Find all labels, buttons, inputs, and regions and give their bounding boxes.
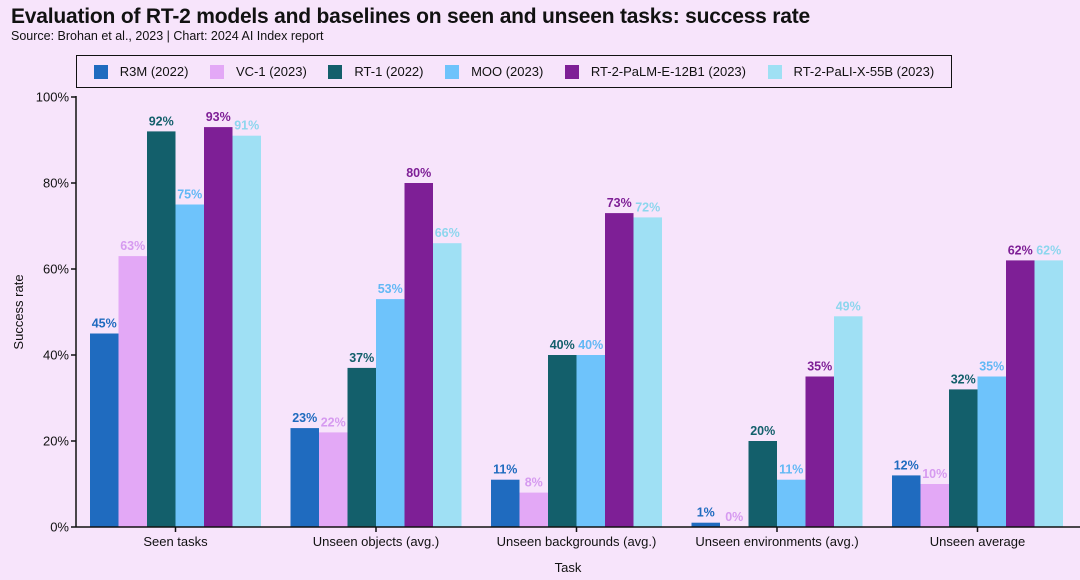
- data-label: 35%: [807, 360, 832, 374]
- bar: [90, 333, 119, 527]
- legend-item: MOO (2023): [445, 64, 543, 79]
- bar: [1006, 260, 1035, 527]
- bar: [834, 316, 863, 527]
- legend-item: RT-2-PaLM-E-12B1 (2023): [564, 64, 746, 79]
- legend-item: RT-2-PaLI-X-55B (2023): [767, 64, 935, 79]
- bar: [548, 355, 577, 527]
- x-tick-label: Seen tasks: [143, 534, 208, 549]
- bar: [491, 479, 520, 527]
- data-label: 66%: [435, 226, 460, 240]
- x-ticks: Seen tasks Unseen objects (avg.) Unseen ba…: [143, 527, 1025, 549]
- data-label: 8%: [525, 476, 543, 490]
- legend-swatch: [328, 64, 343, 79]
- data-label: 93%: [206, 110, 231, 124]
- y-ticks: 0% 20% 40% 60% 80% 100%: [36, 90, 76, 535]
- bar: [748, 441, 777, 527]
- data-label: 11%: [493, 463, 517, 477]
- bar: [204, 127, 233, 527]
- bar: [404, 183, 433, 527]
- chart-title: Evaluation of RT-2 models and baselines …: [11, 5, 811, 28]
- bar: [519, 492, 548, 527]
- data-label: 20%: [750, 424, 775, 438]
- data-label: 23%: [292, 411, 317, 425]
- data-label: 63%: [120, 239, 145, 253]
- data-label: 32%: [951, 372, 976, 386]
- legend-swatch: [767, 64, 782, 79]
- legend-item: RT-1 (2022): [328, 64, 424, 79]
- data-label: 72%: [635, 200, 660, 214]
- chart-subtitle: Source: Brohan et al., 2023 | Chart: 202…: [11, 29, 324, 43]
- y-tick-label: 0%: [50, 520, 69, 535]
- bar: [605, 213, 634, 527]
- data-label: 53%: [378, 282, 403, 296]
- y-tick-label: 80%: [43, 176, 69, 191]
- legend-swatch: [564, 64, 579, 79]
- data-label: 75%: [177, 188, 202, 202]
- data-label: 62%: [1036, 243, 1061, 257]
- legend-item: VC-1 (2023): [209, 64, 307, 79]
- data-label: 45%: [92, 317, 117, 331]
- bar: [691, 522, 720, 527]
- bar: [376, 299, 405, 527]
- data-label: 40%: [578, 338, 603, 352]
- legend-label: R3M (2022): [119, 64, 189, 79]
- data-label: 11%: [779, 463, 803, 477]
- bar: [892, 475, 921, 527]
- bar: [147, 131, 176, 527]
- legend-label: RT-1 (2022): [354, 64, 424, 79]
- bars-layer: [90, 127, 1063, 527]
- bar: [1034, 260, 1063, 527]
- bar: [949, 389, 978, 527]
- x-tick-label: Unseen backgrounds (avg.): [497, 534, 657, 549]
- legend-label: RT-2-PaLM-E-12B1 (2023): [590, 64, 746, 79]
- bar: [319, 432, 348, 527]
- bar: [805, 376, 834, 527]
- legend-label: RT-2-PaLI-X-55B (2023): [793, 64, 935, 79]
- y-tick-label: 40%: [43, 348, 69, 363]
- legend-label: VC-1 (2023): [235, 64, 307, 79]
- bar: [977, 376, 1006, 527]
- bar: [576, 355, 605, 527]
- bar: [633, 217, 662, 527]
- bar: [433, 243, 462, 527]
- axes-layer: [75, 96, 1080, 528]
- bar: [290, 428, 319, 527]
- bar: [118, 256, 147, 527]
- legend-label: MOO (2023): [471, 64, 544, 79]
- bar: [777, 479, 806, 527]
- data-label: 92%: [149, 114, 174, 128]
- y-axis-title: Success rate: [11, 274, 26, 349]
- legend-swatch: [209, 64, 224, 79]
- data-label: 40%: [550, 338, 575, 352]
- data-label: 10%: [922, 467, 947, 481]
- bar: [175, 204, 204, 527]
- x-axis-title: Task: [555, 560, 582, 575]
- data-label: 62%: [1008, 243, 1033, 257]
- data-label: 37%: [349, 351, 374, 365]
- y-tick-label: 60%: [43, 262, 69, 277]
- data-label: 49%: [836, 299, 861, 313]
- legend-swatch: [445, 64, 460, 79]
- bar: [347, 367, 376, 527]
- legend: R3M (2022) VC-1 (2023) RT-1 (2022) MOO (…: [76, 55, 952, 88]
- bar: [232, 135, 261, 527]
- y-tick-label: 20%: [43, 434, 69, 449]
- bar: [920, 484, 949, 527]
- data-label: 22%: [321, 415, 346, 429]
- x-tick-label: Unseen average: [930, 534, 1025, 549]
- legend-item: R3M (2022): [93, 64, 189, 79]
- data-label: 73%: [607, 196, 632, 210]
- data-label: 91%: [234, 119, 259, 133]
- legend-swatch: [93, 64, 108, 79]
- data-label: 1%: [697, 506, 715, 520]
- data-label: 0%: [725, 510, 743, 524]
- data-labels-layer: 45% 23% 11% 1% 12% 63% 22% 8% 0% 10% 92% 37% 40% 20% 3…: [92, 110, 1062, 524]
- y-tick-label: 100%: [36, 90, 70, 105]
- data-label: 35%: [979, 360, 1004, 374]
- x-tick-label: Unseen objects (avg.): [313, 534, 439, 549]
- x-tick-label: Unseen environments (avg.): [695, 534, 858, 549]
- data-label: 80%: [406, 166, 431, 180]
- data-label: 12%: [894, 458, 919, 472]
